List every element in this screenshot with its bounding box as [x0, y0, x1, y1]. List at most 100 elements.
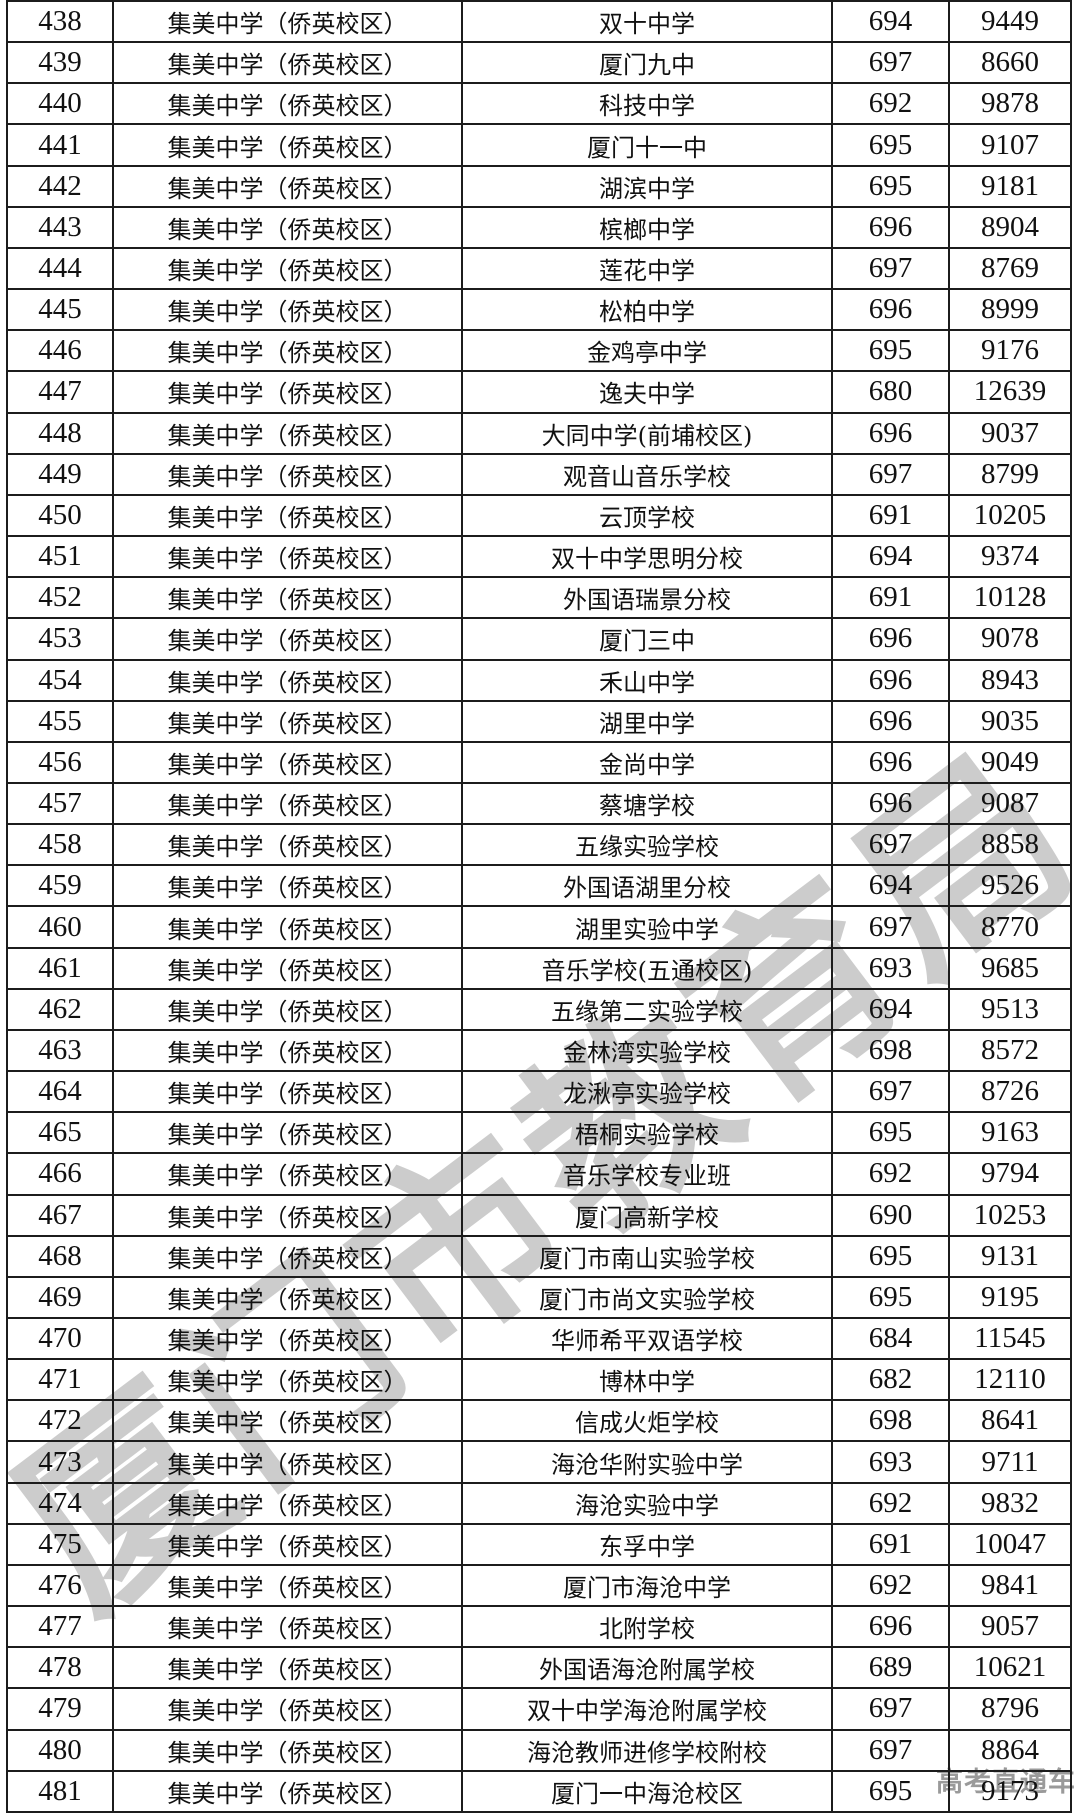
rank-cell: 11545	[948, 1316, 1072, 1361]
score-cell: 696	[831, 205, 950, 249]
admission-school-cell: 集美中学（侨英校区）	[112, 1152, 463, 1196]
admission-school-cell: 集美中学（侨英校区）	[112, 288, 463, 332]
score-cell: 696	[831, 699, 950, 743]
score-cell: 695	[831, 164, 950, 208]
rank-cell: 10621	[948, 1646, 1072, 1690]
admission-school-cell: 集美中学（侨英校区）	[112, 205, 463, 249]
admission-school-cell: 集美中学（侨英校区）	[112, 370, 463, 414]
row-number-cell: 444	[6, 246, 114, 291]
score-cell: 697	[831, 1070, 950, 1114]
rank-cell: 9173	[948, 1769, 1072, 1813]
rank-cell: 9513	[948, 987, 1072, 1031]
graduating-school-cell: 厦门十一中	[461, 123, 833, 167]
table-row: 443 集美中学（侨英校区） 槟榔中学 696 8904	[6, 205, 1072, 249]
rank-cell: 9078	[948, 617, 1072, 661]
graduating-school-cell: 厦门市海沧中学	[461, 1563, 833, 1608]
table-row: 459 集美中学（侨英校区） 外国语湖里分校 694 9526	[6, 864, 1072, 908]
admission-school-cell: 集美中学（侨英校区）	[112, 823, 463, 867]
table-row: 439 集美中学（侨英校区） 厦门九中 697 8660	[6, 41, 1072, 85]
graduating-school-cell: 双十中学海沧附属学校	[461, 1687, 833, 1731]
graduating-school-cell: 厦门九中	[461, 41, 833, 85]
table-row: 476 集美中学（侨英校区） 厦门市海沧中学 692 9841	[6, 1563, 1072, 1608]
admission-school-cell: 集美中学（侨英校区）	[112, 699, 463, 743]
table-row: 475 集美中学（侨英校区） 东孚中学 691 10047	[6, 1522, 1072, 1566]
graduating-school-cell: 五缘实验学校	[461, 823, 833, 867]
row-number-cell: 480	[6, 1728, 114, 1772]
row-number-cell: 473	[6, 1440, 114, 1484]
admission-school-cell: 集美中学（侨英校区）	[112, 1646, 463, 1690]
graduating-school-cell: 禾山中学	[461, 658, 833, 702]
table-row: 452 集美中学（侨英校区） 外国语瑞景分校 691 10128	[6, 576, 1072, 620]
admission-school-cell: 集美中学（侨英校区）	[112, 41, 463, 85]
row-number-cell: 459	[6, 864, 114, 908]
admission-school-cell: 集美中学（侨英校区）	[112, 987, 463, 1031]
table-row: 440 集美中学（侨英校区） 科技中学 692 9878	[6, 82, 1072, 126]
admission-school-cell: 集美中学（侨英校区）	[112, 1563, 463, 1608]
score-cell: 695	[831, 329, 950, 373]
table-row: 456 集美中学（侨英校区） 金尚中学 696 9049	[6, 740, 1072, 784]
rank-cell: 8999	[948, 288, 1072, 332]
rank-cell: 9794	[948, 1152, 1072, 1196]
table-row: 463 集美中学（侨英校区） 金林湾实验学校 698 8572	[6, 1028, 1072, 1073]
row-number-cell: 450	[6, 493, 114, 538]
table-row: 453 集美中学（侨英校区） 厦门三中 696 9078	[6, 617, 1072, 661]
score-cell: 691	[831, 493, 950, 538]
rank-cell: 9195	[948, 1275, 1072, 1320]
rank-cell: 9449	[948, 0, 1072, 44]
admission-school-cell: 集美中学（侨英校区）	[112, 1687, 463, 1731]
row-number-cell: 460	[6, 905, 114, 949]
graduating-school-cell: 科技中学	[461, 82, 833, 126]
admission-school-cell: 集美中学（侨英校区）	[112, 1481, 463, 1525]
admission-school-cell: 集美中学（侨英校区）	[112, 1728, 463, 1772]
row-number-cell: 463	[6, 1028, 114, 1073]
rank-cell: 12639	[948, 370, 1072, 414]
score-cell: 696	[831, 740, 950, 784]
row-number-cell: 451	[6, 535, 114, 579]
score-cell: 697	[831, 1728, 950, 1772]
score-table: 438 集美中学（侨英校区） 双十中学 694 9449 439 集美中学（侨英校区） 厦门九…	[6, 0, 1072, 1813]
row-number-cell: 470	[6, 1316, 114, 1361]
score-cell: 697	[831, 41, 950, 85]
admission-school-cell: 集美中学（侨英校区）	[112, 740, 463, 784]
table-row: 464 集美中学（侨英校区） 龙湫亭实验学校 697 8726	[6, 1070, 1072, 1114]
rank-cell: 8799	[948, 452, 1072, 496]
graduating-school-cell: 海沧华附实验中学	[461, 1440, 833, 1484]
score-cell: 696	[831, 617, 950, 661]
rank-cell: 10253	[948, 1193, 1072, 1237]
score-cell: 690	[831, 1193, 950, 1237]
admission-school-cell: 集美中学（侨英校区）	[112, 658, 463, 702]
score-cell: 694	[831, 864, 950, 908]
graduating-school-cell: 海沧实验中学	[461, 1481, 833, 1525]
row-number-cell: 439	[6, 41, 114, 85]
graduating-school-cell: 博林中学	[461, 1358, 833, 1402]
graduating-school-cell: 观音山音乐学校	[461, 452, 833, 496]
graduating-school-cell: 松柏中学	[461, 288, 833, 332]
score-cell: 698	[831, 1028, 950, 1073]
row-number-cell: 472	[6, 1399, 114, 1443]
graduating-school-cell: 龙湫亭实验学校	[461, 1070, 833, 1114]
graduating-school-cell: 双十中学思明分校	[461, 535, 833, 579]
admission-school-cell: 集美中学（侨英校区）	[112, 1316, 463, 1361]
rank-cell: 9037	[948, 411, 1072, 455]
row-number-cell: 454	[6, 658, 114, 702]
graduating-school-cell: 信成火炬学校	[461, 1399, 833, 1443]
score-cell: 697	[831, 823, 950, 867]
table-row: 455 集美中学（侨英校区） 湖里中学 696 9035	[6, 699, 1072, 743]
rank-cell: 9131	[948, 1234, 1072, 1278]
graduating-school-cell: 音乐学校(五通校区)	[461, 946, 833, 990]
admission-school-cell: 集美中学（侨英校区）	[112, 1522, 463, 1566]
table-row: 454 集美中学（侨英校区） 禾山中学 696 8943	[6, 658, 1072, 702]
table-row: 448 集美中学（侨英校区） 大同中学(前埔校区) 696 9037	[6, 411, 1072, 455]
graduating-school-cell: 湖里中学	[461, 699, 833, 743]
graduating-school-cell: 厦门一中海沧校区	[461, 1769, 833, 1813]
row-number-cell: 456	[6, 740, 114, 784]
table-row: 449 集美中学（侨英校区） 观音山音乐学校 697 8799	[6, 452, 1072, 496]
score-cell: 695	[831, 1769, 950, 1813]
row-number-cell: 452	[6, 576, 114, 620]
graduating-school-cell: 湖滨中学	[461, 164, 833, 208]
row-number-cell: 466	[6, 1152, 114, 1196]
score-cell: 680	[831, 370, 950, 414]
rank-cell: 8904	[948, 205, 1072, 249]
graduating-school-cell: 东孚中学	[461, 1522, 833, 1566]
